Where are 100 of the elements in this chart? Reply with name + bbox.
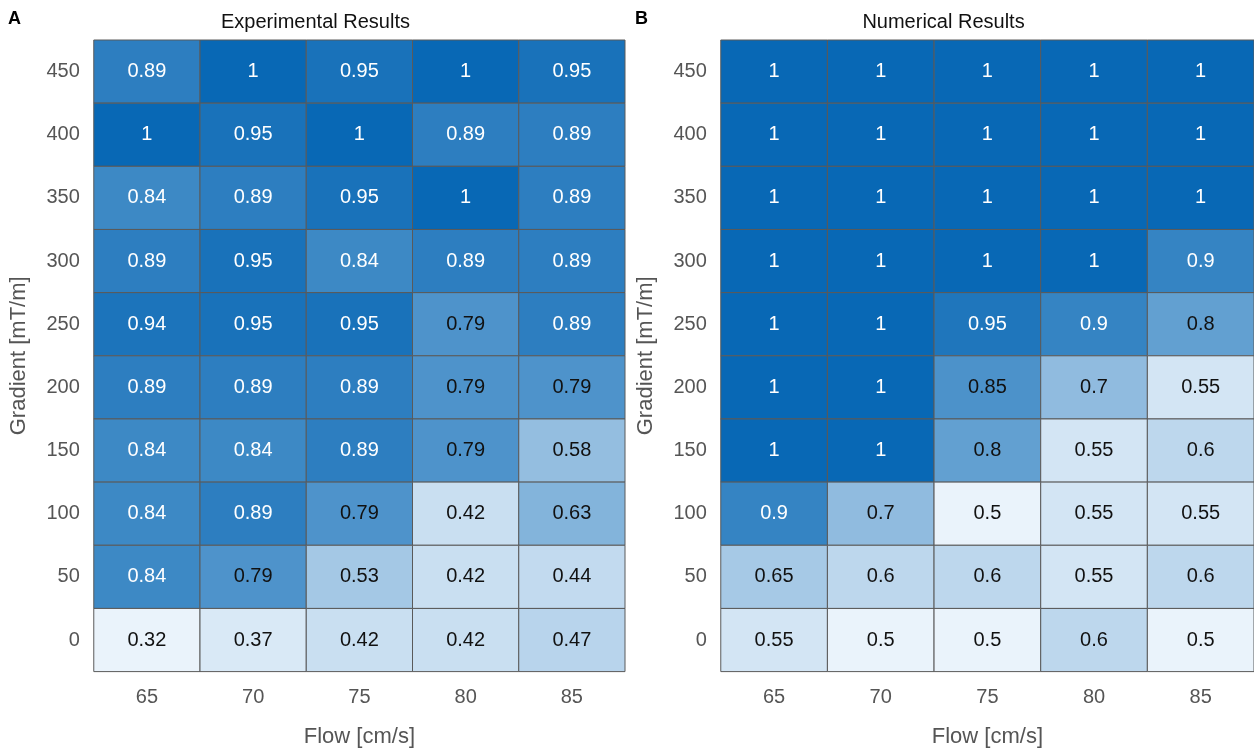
data-label: 1 (768, 185, 780, 208)
y-tick-label: 100 (46, 501, 80, 524)
data-label: 0.89 (446, 122, 486, 145)
data-label: 0.79 (552, 374, 592, 397)
y-tick-label: 350 (46, 185, 80, 208)
data-label: 0.65 (754, 564, 794, 587)
chart-title: Numerical Results (862, 9, 1025, 32)
data-label: 0.5 (973, 501, 1002, 524)
x-tick-label: 80 (454, 685, 477, 708)
data-label: 1 (1088, 248, 1100, 271)
y-tick-label: 0 (68, 627, 80, 650)
data-label: 1 (875, 185, 887, 208)
data-label: 0.6 (1186, 438, 1215, 461)
data-label: 0.47 (552, 627, 592, 650)
y-axis-title: Gradient [mT/m] (5, 276, 31, 436)
data-label: 1 (768, 311, 780, 334)
data-label: 1 (460, 185, 472, 208)
data-label: 1 (981, 122, 993, 145)
data-label: 0.79 (233, 564, 273, 587)
data-label: 0.85 (967, 374, 1007, 397)
data-label: 0.94 (127, 311, 167, 334)
y-tick-label: 250 (46, 311, 80, 334)
data-label: 0.5 (1186, 627, 1215, 650)
y-tick-label: 200 (673, 374, 707, 397)
y-tick-label: 250 (673, 311, 707, 334)
data-label: 0.89 (339, 438, 379, 461)
data-label: 1 (460, 59, 472, 82)
data-label: 0.89 (127, 248, 167, 271)
x-axis-title: Flow [cm/s] (931, 722, 1043, 748)
data-label: 0.89 (552, 248, 592, 271)
data-label: 0.89 (233, 185, 273, 208)
y-tick-label: 350 (673, 185, 707, 208)
data-label: 0.84 (127, 185, 167, 208)
data-label: 0.84 (339, 248, 379, 271)
data-label: 0.95 (233, 311, 273, 334)
data-label: 0.79 (446, 374, 486, 397)
x-tick-label: 85 (1189, 685, 1212, 708)
data-label: 1 (875, 374, 887, 397)
data-label: 0.89 (127, 59, 167, 82)
x-tick-label: 85 (560, 685, 583, 708)
data-label: 1 (875, 311, 887, 334)
y-tick-label: 200 (46, 374, 80, 397)
data-label: 0.95 (339, 59, 379, 82)
x-tick-label: 70 (869, 685, 892, 708)
data-label: 0.58 (552, 438, 592, 461)
y-tick-label: 150 (46, 438, 80, 461)
data-label: 0.95 (967, 311, 1007, 334)
data-label: 0.32 (127, 627, 167, 650)
data-label: 0.9 (760, 501, 788, 524)
data-label: 0.9 (1186, 248, 1215, 271)
y-tick-label: 100 (673, 501, 707, 524)
data-label: 1 (1088, 185, 1100, 208)
data-label: 0.5 (866, 627, 895, 650)
data-label: 0.95 (339, 311, 379, 334)
data-label: 1 (353, 122, 365, 145)
data-label: 1 (1088, 122, 1100, 145)
data-label: 0.95 (233, 122, 273, 145)
data-label: 0.95 (339, 185, 379, 208)
y-tick-label: 400 (673, 122, 707, 145)
data-label: 1 (768, 374, 780, 397)
data-label: 1 (1088, 59, 1100, 82)
data-label: 1 (981, 185, 993, 208)
data-label: 0.55 (754, 627, 794, 650)
y-tick-label: 50 (684, 564, 707, 587)
y-tick-label: 450 (46, 59, 80, 82)
y-tick-label: 450 (673, 59, 707, 82)
data-label: 0.53 (339, 564, 379, 587)
data-label: 1 (875, 122, 887, 145)
data-label: 1 (1195, 59, 1207, 82)
x-tick-label: 65 (762, 685, 786, 708)
data-label: 0.84 (127, 438, 167, 461)
data-label: 0.55 (1181, 374, 1221, 397)
data-label: 0.5 (973, 627, 1002, 650)
data-label: 0.89 (233, 374, 273, 397)
data-label: 1 (768, 248, 780, 271)
data-label: 1 (768, 59, 780, 82)
y-tick-label: 300 (46, 248, 80, 271)
data-label: 1 (875, 248, 887, 271)
data-label: 1 (247, 59, 259, 82)
data-label: 0.84 (127, 564, 167, 587)
data-label: 0.55 (1074, 438, 1114, 461)
x-axis-title: Flow [cm/s] (303, 722, 415, 748)
data-label: 0.95 (552, 59, 592, 82)
x-tick-label: 70 (242, 685, 265, 708)
data-label: 0.89 (446, 248, 486, 271)
data-label: 0.42 (339, 627, 379, 650)
x-tick-label: 75 (348, 685, 371, 708)
data-label: 0.89 (233, 501, 273, 524)
y-tick-label: 50 (57, 564, 80, 587)
data-label: 0.95 (233, 248, 273, 271)
data-label: 0.84 (233, 438, 273, 461)
data-label: 1 (981, 248, 993, 271)
data-label: 0.7 (866, 501, 895, 524)
data-label: 0.55 (1181, 501, 1221, 524)
data-label: 0.89 (552, 311, 592, 334)
data-label: 0.55 (1074, 501, 1114, 524)
data-label: 0.37 (233, 627, 273, 650)
data-label: 0.84 (127, 501, 167, 524)
y-tick-label: 0 (695, 627, 707, 650)
x-tick-label: 80 (1082, 685, 1106, 708)
